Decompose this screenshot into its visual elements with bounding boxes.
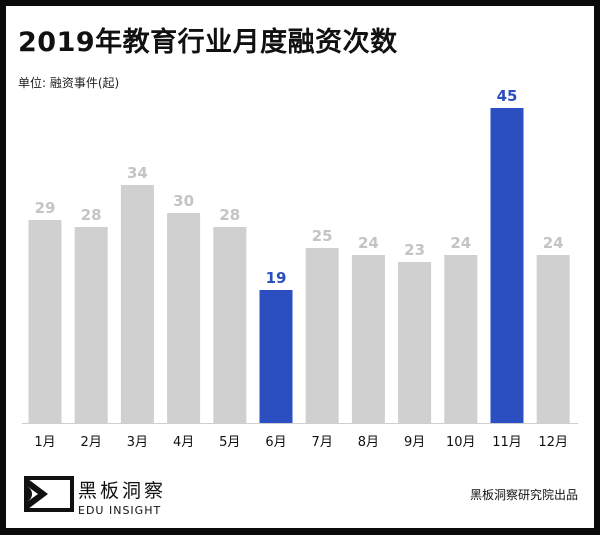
bar-5月 [213,227,247,423]
bar-6月 [259,290,293,423]
data-label: 29 [35,199,56,217]
data-label: 24 [358,234,379,252]
x-tick-label: 3月 [127,435,148,450]
x-tick-label: 8月 [358,435,379,450]
x-tick-label: 11月 [492,435,522,450]
credit-text: 黑板洞察研究院出品 [469,488,578,502]
data-label: 25 [312,227,333,245]
logo-cn: 黑板洞察 [78,480,167,502]
bar-8月 [351,255,385,423]
x-tick-label: 6月 [265,435,286,450]
bar-1月 [28,220,62,423]
bar-11月 [490,108,524,423]
data-label: 45 [497,87,518,105]
x-tick-label: 10月 [446,435,476,450]
data-label: 28 [81,206,102,224]
logo-en: EDU INSIGHT [78,504,162,517]
x-tick-label: 7月 [312,435,333,450]
x-tick-label: 5月 [219,435,240,450]
bar-2月 [74,227,108,423]
x-tick-label: 1月 [34,435,55,450]
x-tick-label: 9月 [404,435,425,450]
bar-12月 [536,255,570,423]
data-label: 23 [404,241,425,259]
logo: 黑板洞察 EDU INSIGHT [78,476,166,517]
bar-3月 [120,185,154,423]
data-label: 24 [543,234,564,252]
bar-10月 [444,255,478,423]
data-label: 19 [266,269,287,287]
data-label: 34 [127,164,148,182]
bar-9月 [398,262,432,423]
data-label: 28 [219,206,240,224]
data-label: 24 [450,234,471,252]
bar-4月 [167,213,201,423]
data-label: 30 [173,192,194,210]
chart-title: 2019年教育行业月度融资次数 [18,27,398,58]
x-tick-label: 12月 [538,435,568,450]
chart-subtitle: 单位: 融资事件(起) [18,76,120,90]
x-tick-label: 2月 [81,435,102,450]
x-tick-label: 4月 [173,435,194,450]
bar-7月 [305,248,339,423]
